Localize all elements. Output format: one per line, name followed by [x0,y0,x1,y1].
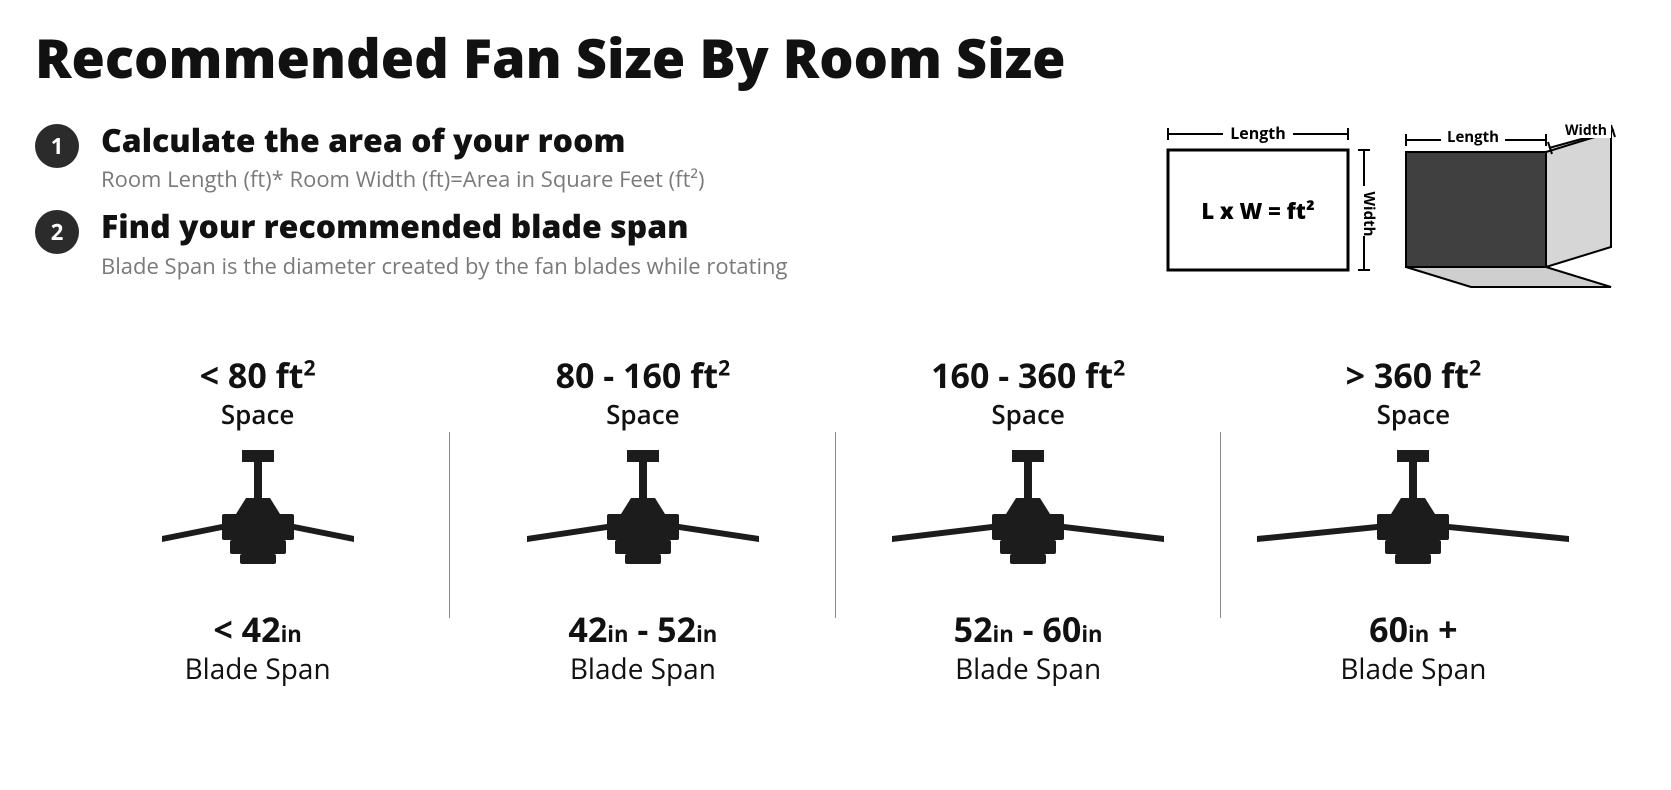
blade-span-label: Blade Span [75,650,440,688]
steps-list: 1 Calculate the area of your room Room L… [35,122,1118,295]
space-label: Space [75,396,440,432]
space-label: Space [1231,396,1596,432]
space-range: > 360 ft2 [1231,352,1596,398]
fan-size-column: 160 - 360 ft2 Space 52in - 60in Blade Sp… [836,352,1221,688]
ceiling-fan-icon [1231,446,1596,596]
length-label-3d: Length [1447,127,1499,147]
room-diagrams: Length L x W = ft² Width [1158,122,1636,297]
space-range: 160 - 360 ft2 [846,352,1211,398]
ceiling-fan-icon [75,446,440,596]
blade-span-range: 60in + [1231,606,1596,652]
space-label: Space [846,396,1211,432]
step-subtitle: Room Length (ft)* Room Width (ft)=Area i… [101,164,705,194]
width-label-3d: Width [1565,122,1607,140]
formula-label: L x W = ft² [1201,196,1314,226]
step-title: Calculate the area of your room [101,122,705,160]
step-badge: 1 [35,124,79,168]
step-subtitle: Blade Span is the diameter created by th… [101,251,788,281]
top-row: 1 Calculate the area of your room Room L… [35,122,1636,297]
room-2d-icon: Length L x W = ft² Width [1158,122,1378,292]
ceiling-fan-icon [460,446,825,596]
space-range: < 80 ft2 [75,352,440,398]
space-range: 80 - 160 ft2 [460,352,825,398]
space-label: Space [460,396,825,432]
step-title: Find your recommended blade span [101,208,788,246]
width-label: Width [1359,192,1378,237]
room-3d-icon: Length Width [1396,122,1626,297]
blade-span-range: < 42in [75,606,440,652]
ceiling-fan-icon [846,446,1211,596]
step-badge: 2 [35,210,79,254]
blade-span-label: Blade Span [846,650,1211,688]
blade-span-range: 52in - 60in [846,606,1211,652]
page-title: Recommended Fan Size By Room Size [35,20,1636,94]
fan-size-grid: < 80 ft2 Space < 42in Blade Span 80 - 16… [35,352,1636,688]
fan-size-column: > 360 ft2 Space 60in + Blade Span [1221,352,1606,688]
blade-span-range: 42in - 52in [460,606,825,652]
blade-span-label: Blade Span [1231,650,1596,688]
blade-span-label: Blade Span [460,650,825,688]
step-1: 1 Calculate the area of your room Room L… [35,122,1118,194]
fan-size-column: 80 - 160 ft2 Space 42in - 52in Blade Spa… [450,352,835,688]
fan-size-column: < 80 ft2 Space < 42in Blade Span [65,352,450,688]
step-2: 2 Find your recommended blade span Blade… [35,208,1118,280]
length-label: Length [1230,122,1286,144]
